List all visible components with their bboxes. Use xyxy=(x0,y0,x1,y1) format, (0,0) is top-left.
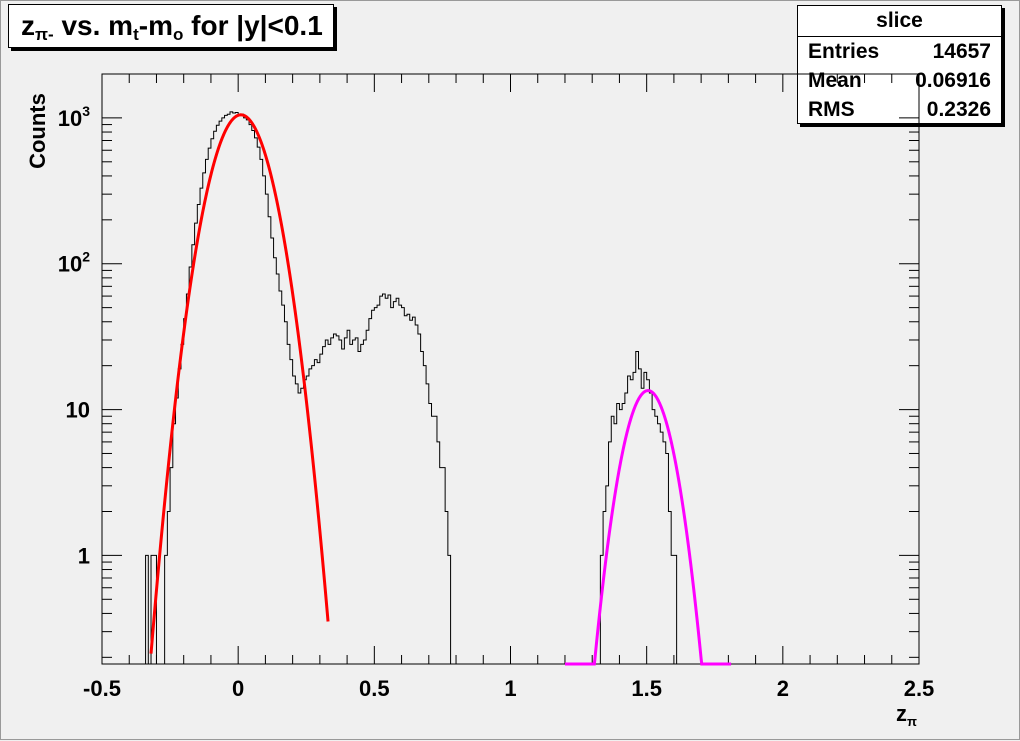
x-axis-label: zπ xyxy=(896,701,917,729)
title-end: for |y|<0.1 xyxy=(183,10,323,41)
fit-curve-gaus-pi xyxy=(149,113,330,654)
x-axis-label-main: z xyxy=(896,701,907,726)
fit-curve-gaus-p xyxy=(564,389,732,666)
chart-title: zπ- vs. mt-mo for |y|<0.1 xyxy=(8,4,334,48)
histogram-line xyxy=(145,111,685,665)
title-prefix-subscript: π- xyxy=(35,25,54,44)
x-tick-label: 0 xyxy=(232,676,244,701)
x-tick-label: 2 xyxy=(777,676,789,701)
stats-value: 0.2326 xyxy=(926,98,991,121)
x-tick-label: 1 xyxy=(504,676,516,701)
stats-row-entries: Entries 14657 xyxy=(798,37,1001,66)
stats-row-mean: Mean 0.06916 xyxy=(798,66,1001,95)
stats-value: 14657 xyxy=(932,40,991,63)
fit-curves xyxy=(149,113,732,666)
x-tick-label: 2.5 xyxy=(904,676,935,701)
title-middle: vs. m xyxy=(53,10,134,41)
x-axis-label-subscript: π xyxy=(907,714,917,729)
stats-label: RMS xyxy=(808,98,855,121)
title-prefix: z xyxy=(21,10,35,41)
y-tick-label-exponent: 2 xyxy=(82,249,90,265)
stats-name: slice xyxy=(798,6,1001,37)
y-tick-label-base: 10 xyxy=(66,398,90,423)
y-tick-label: 1 xyxy=(78,543,90,568)
title-suffix-subscript: o xyxy=(172,25,184,44)
y-tick-label-base: 10 xyxy=(58,252,82,277)
plot-frame xyxy=(101,73,920,665)
title-suffix: -m xyxy=(138,10,173,41)
stats-value: 0.06916 xyxy=(915,69,991,92)
y-tick-label: 103 xyxy=(58,103,90,131)
stats-row-rms: RMS 0.2326 xyxy=(798,95,1001,124)
x-tick-label: -0.5 xyxy=(83,676,121,701)
y-axis-label: Counts xyxy=(25,93,50,169)
stats-label: Mean xyxy=(808,69,862,92)
x-tick-label: 1.5 xyxy=(631,676,662,701)
title-middle-subscript: t xyxy=(133,25,139,44)
stats-label: Entries xyxy=(808,40,880,63)
stats-box: slice Entries 14657 Mean 0.06916 RMS 0.2… xyxy=(797,5,1002,124)
y-tick-label: 10 xyxy=(66,398,90,423)
y-tick-label: 102 xyxy=(58,249,90,277)
axis-ticks xyxy=(101,73,920,664)
y-tick-label-exponent: 3 xyxy=(82,103,90,119)
y-tick-label-base: 10 xyxy=(58,106,82,131)
x-tick-label: 0.5 xyxy=(359,676,390,701)
y-tick-label-base: 1 xyxy=(78,543,90,568)
